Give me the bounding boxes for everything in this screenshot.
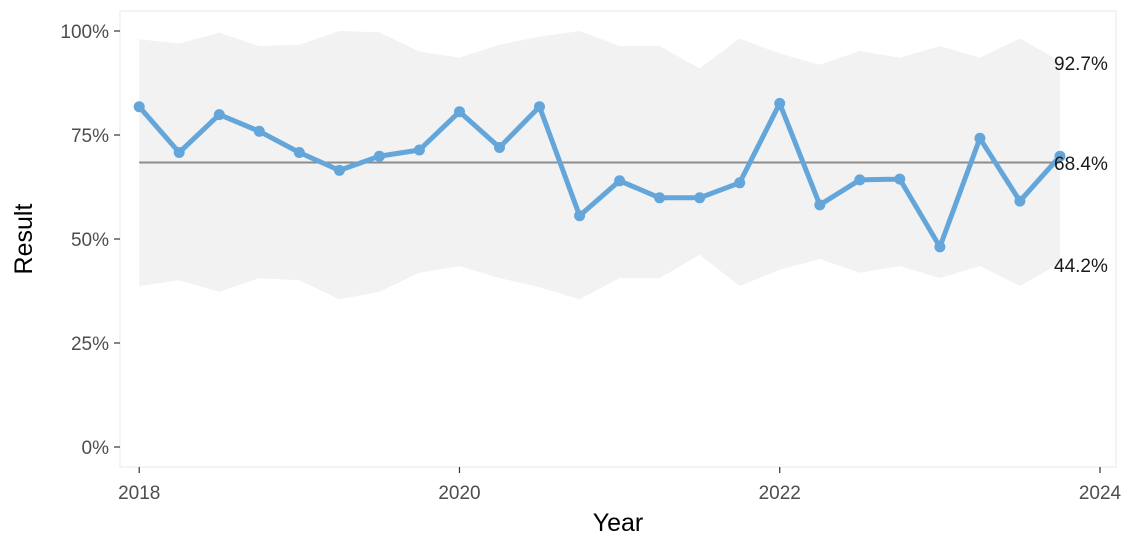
data-point (173, 147, 185, 158)
center-line-label: 68.4% (1054, 154, 1108, 175)
data-point (454, 106, 465, 118)
data-point (1014, 195, 1026, 207)
data-point (333, 164, 345, 176)
data-point (494, 142, 505, 153)
series-line (136, 100, 1063, 250)
data-point (574, 210, 586, 222)
data-point (774, 97, 786, 109)
data-point (1054, 150, 1066, 162)
lower-limit-label: 44.2% (1054, 256, 1108, 277)
data-point (373, 150, 385, 162)
y-axis-title: Result (10, 204, 38, 275)
data-point (253, 125, 265, 137)
x-tick-label: 2018 (118, 483, 160, 504)
data-point (213, 109, 225, 121)
data-point (934, 241, 946, 253)
y-tick-label: 50% (71, 230, 109, 251)
y-tick-label: 0% (82, 438, 110, 459)
data-point (293, 147, 305, 158)
data-point (894, 173, 906, 185)
data-point (534, 101, 545, 113)
upper-limit-label: 92.7% (1054, 54, 1108, 75)
y-tick-label: 100% (60, 22, 109, 43)
data-point (133, 101, 145, 113)
data-point (413, 144, 425, 156)
x-axis-title: Year (593, 509, 644, 536)
x-tick-label: 2020 (438, 483, 480, 504)
data-point (694, 192, 706, 204)
control-band (139, 31, 1060, 300)
data-point (734, 177, 746, 189)
x-axis: 2018 2020 2022 2024 (118, 467, 1121, 504)
y-axis: 0% 25% 50% 75% 100% (60, 22, 120, 459)
y-tick-label: 75% (71, 126, 109, 147)
data-point (854, 174, 866, 186)
data-points (133, 97, 1066, 253)
data-point (814, 199, 826, 211)
x-tick-label: 2022 (759, 483, 801, 504)
data-point (974, 132, 986, 144)
x-tick-label: 2024 (1079, 483, 1121, 504)
data-point (654, 192, 666, 204)
data-point (614, 175, 626, 187)
y-tick-label: 25% (71, 334, 109, 355)
